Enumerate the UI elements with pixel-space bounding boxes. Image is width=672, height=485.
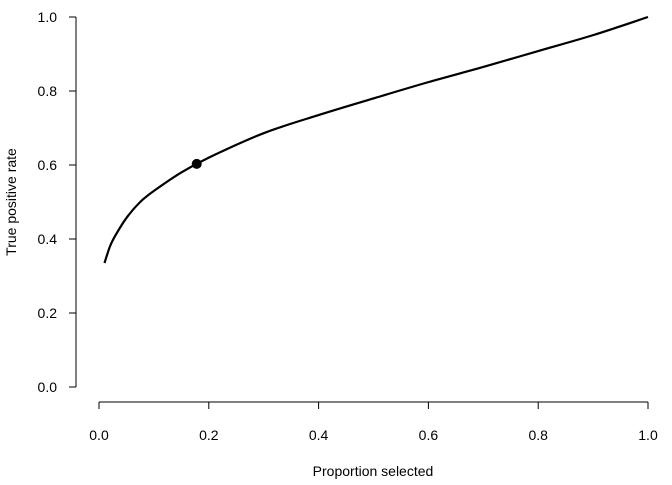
x-tick-label: 0.6	[419, 427, 439, 443]
x-axis-label: Proportion selected	[313, 463, 434, 479]
x-tick-label: 0.0	[89, 427, 109, 443]
y-tick-label: 0.6	[38, 157, 58, 173]
series-line	[103, 15, 649, 264]
axes: 0.0 0.2 0.4 0.6 0.8 1.0 0.0 0.2 0.4 0.6 0.8 1.0	[38, 9, 658, 443]
highlight-point	[191, 158, 202, 169]
x-tick-label: 0.8	[528, 427, 548, 443]
x-tick-label: 0.2	[199, 427, 219, 443]
y-tick-label: 0.2	[38, 305, 58, 321]
y-tick-label: 1.0	[38, 9, 58, 25]
y-axis-label: True positive rate	[3, 148, 19, 256]
y-tick-label: 0.8	[38, 83, 58, 99]
y-tick-label: 0.4	[38, 231, 58, 247]
x-tick-label: 0.4	[309, 427, 329, 443]
x-tick-label: 1.0	[638, 427, 658, 443]
y-tick-label: 0.0	[38, 379, 58, 395]
